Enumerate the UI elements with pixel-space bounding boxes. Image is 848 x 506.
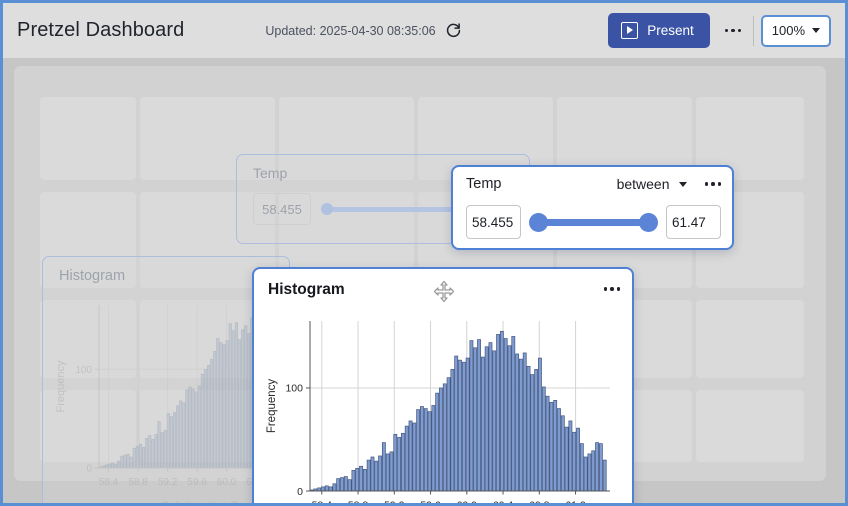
slider-handle-min[interactable] (529, 213, 548, 232)
dashboard-board[interactable]: Temp between 58.455 Histogram 58.4 58.8 59… (14, 66, 826, 503)
histogram-title: Histogram (268, 281, 345, 298)
header-more-menu-button[interactable] (716, 14, 750, 48)
slider-handle-max[interactable] (639, 213, 658, 232)
svg-text:58.8: 58.8 (348, 500, 369, 506)
zoom-level-value: 100% (771, 23, 805, 38)
filter-card-body: 58.455 61.47 (466, 205, 721, 239)
grid-placeholder-cell (40, 300, 136, 378)
histogram-plot: 58.458.859.259.660.060.460.861.20100Gela… (264, 311, 622, 506)
grid-placeholder-cell (696, 300, 804, 378)
header-divider (752, 15, 754, 46)
more-horizontal-icon (603, 287, 620, 291)
header-actions: Present 100% (608, 13, 831, 48)
svg-text:58.8: 58.8 (128, 477, 148, 488)
svg-text:59.6: 59.6 (187, 477, 207, 488)
grid-placeholder-cell (140, 97, 275, 180)
svg-text:60.0: 60.0 (217, 477, 237, 488)
more-horizontal-icon (704, 182, 721, 186)
filter-max-input[interactable]: 61.47 (666, 205, 721, 239)
temp-filter-card[interactable]: Temp between 58.455 (451, 165, 734, 250)
filter-card-header: Temp between (466, 176, 721, 192)
more-horizontal-icon (724, 28, 741, 33)
svg-text:61.2: 61.2 (565, 500, 586, 506)
svg-text:58.4: 58.4 (312, 500, 333, 506)
app-header: Pretzel Dashboard Updated: 2025-04-30 08… (3, 3, 845, 58)
svg-text:59.2: 59.2 (384, 500, 405, 506)
play-icon (621, 22, 639, 39)
move-icon[interactable] (431, 279, 457, 305)
dashboard-canvas: Temp between 58.455 Histogram 58.4 58.8 59… (3, 58, 845, 503)
filter-title: Temp (466, 176, 502, 192)
grid-placeholder-cell (696, 390, 804, 462)
svg-text:Frequency: Frequency (55, 360, 67, 412)
updated-status-group: Updated: 2025-04-30 08:35:06 (265, 22, 461, 39)
refresh-icon[interactable] (445, 22, 462, 39)
svg-text:0: 0 (86, 464, 92, 475)
ghost-filter-title: Temp (253, 165, 288, 181)
grid-placeholder-cell (40, 97, 136, 180)
filter-operator-select[interactable]: between (617, 176, 687, 192)
svg-text:60.0: 60.0 (457, 500, 478, 506)
svg-text:100: 100 (285, 383, 303, 395)
svg-text:58.4: 58.4 (99, 477, 119, 488)
svg-text:60.8: 60.8 (529, 500, 550, 506)
chevron-down-icon (678, 181, 687, 187)
svg-text:59.6: 59.6 (420, 500, 441, 506)
histogram-card[interactable]: Histogram 58.4 58.8 59.2 59.6 60.0 60.4 60.8 61… (252, 267, 634, 506)
svg-text:100: 100 (75, 365, 92, 376)
filter-operator-label: between (616, 176, 670, 192)
grid-placeholder-cell (40, 390, 136, 462)
filter-min-input[interactable]: 58.455 (466, 205, 521, 239)
present-button-label: Present (647, 23, 694, 38)
page-title: Pretzel Dashboard (17, 19, 185, 41)
ghost-filter-min-value: 58.455 (253, 193, 311, 225)
svg-text:Frequency: Frequency (266, 379, 278, 434)
ghost-chart-title: Histogram (59, 268, 126, 284)
updated-timestamp: Updated: 2025-04-30 08:35:06 (265, 23, 436, 38)
filter-more-menu-button[interactable] (704, 182, 721, 186)
histogram-more-menu-button[interactable] (603, 287, 620, 291)
filter-range-slider[interactable] (529, 212, 658, 232)
svg-text:60.4: 60.4 (493, 500, 514, 506)
svg-text:0: 0 (297, 486, 303, 498)
chevron-down-icon (812, 28, 820, 33)
zoom-level-select[interactable]: 100% (760, 14, 831, 47)
grid-placeholder-cell (40, 192, 136, 288)
grid-placeholder-cell (279, 97, 414, 180)
histogram-card-header: Histogram (268, 279, 620, 305)
present-button[interactable]: Present (608, 13, 710, 48)
slider-rail (538, 219, 649, 226)
svg-text:Gelatinization Temp (°C): Gelatinization Temp (°C) (161, 500, 280, 506)
svg-text:59.2: 59.2 (158, 477, 178, 488)
